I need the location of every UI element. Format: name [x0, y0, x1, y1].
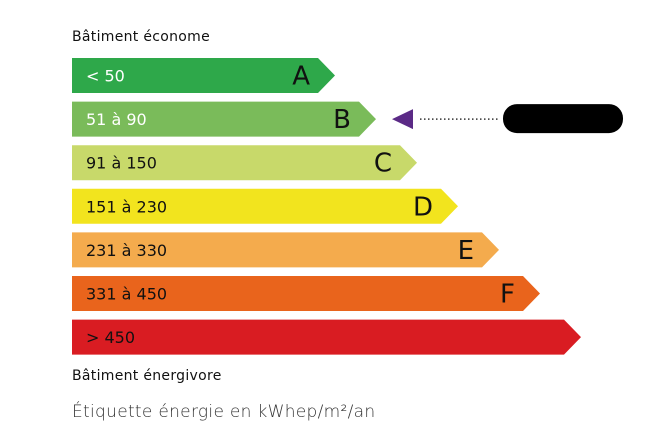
class-range-label: 151 à 230	[86, 197, 167, 216]
energy-class-bar-g	[72, 319, 581, 355]
top-label-efficient: Bâtiment économe	[72, 29, 210, 45]
energy-class-bar-b	[72, 101, 376, 137]
energy-class-bar-a	[72, 58, 335, 93]
class-range-label: 51 à 90	[86, 110, 147, 129]
class-letter: D	[413, 192, 433, 222]
class-range-label: 91 à 150	[86, 154, 157, 173]
class-letter: B	[333, 105, 351, 135]
redacted-value	[503, 104, 623, 134]
class-letter: F	[500, 280, 515, 310]
unit-label: Étiquette énergie en kWhep/m²/an	[72, 402, 376, 422]
class-range-label: > 450	[86, 328, 135, 347]
class-letter: C	[374, 149, 392, 179]
class-range-label: < 50	[86, 67, 125, 86]
class-range-label: 231 à 330	[86, 241, 167, 260]
class-letter: A	[292, 62, 310, 92]
class-range-label: 331 à 450	[86, 285, 167, 304]
energy-class-bar-f	[72, 276, 540, 311]
energy-class-bar-c	[72, 145, 417, 181]
class-letter: E	[458, 236, 474, 266]
energy-class-bar-d	[72, 188, 458, 224]
energy-class-bar-e	[72, 232, 499, 268]
bottom-label-inefficient: Bâtiment énergivore	[72, 368, 222, 384]
indicator-arrow-icon	[392, 109, 413, 130]
